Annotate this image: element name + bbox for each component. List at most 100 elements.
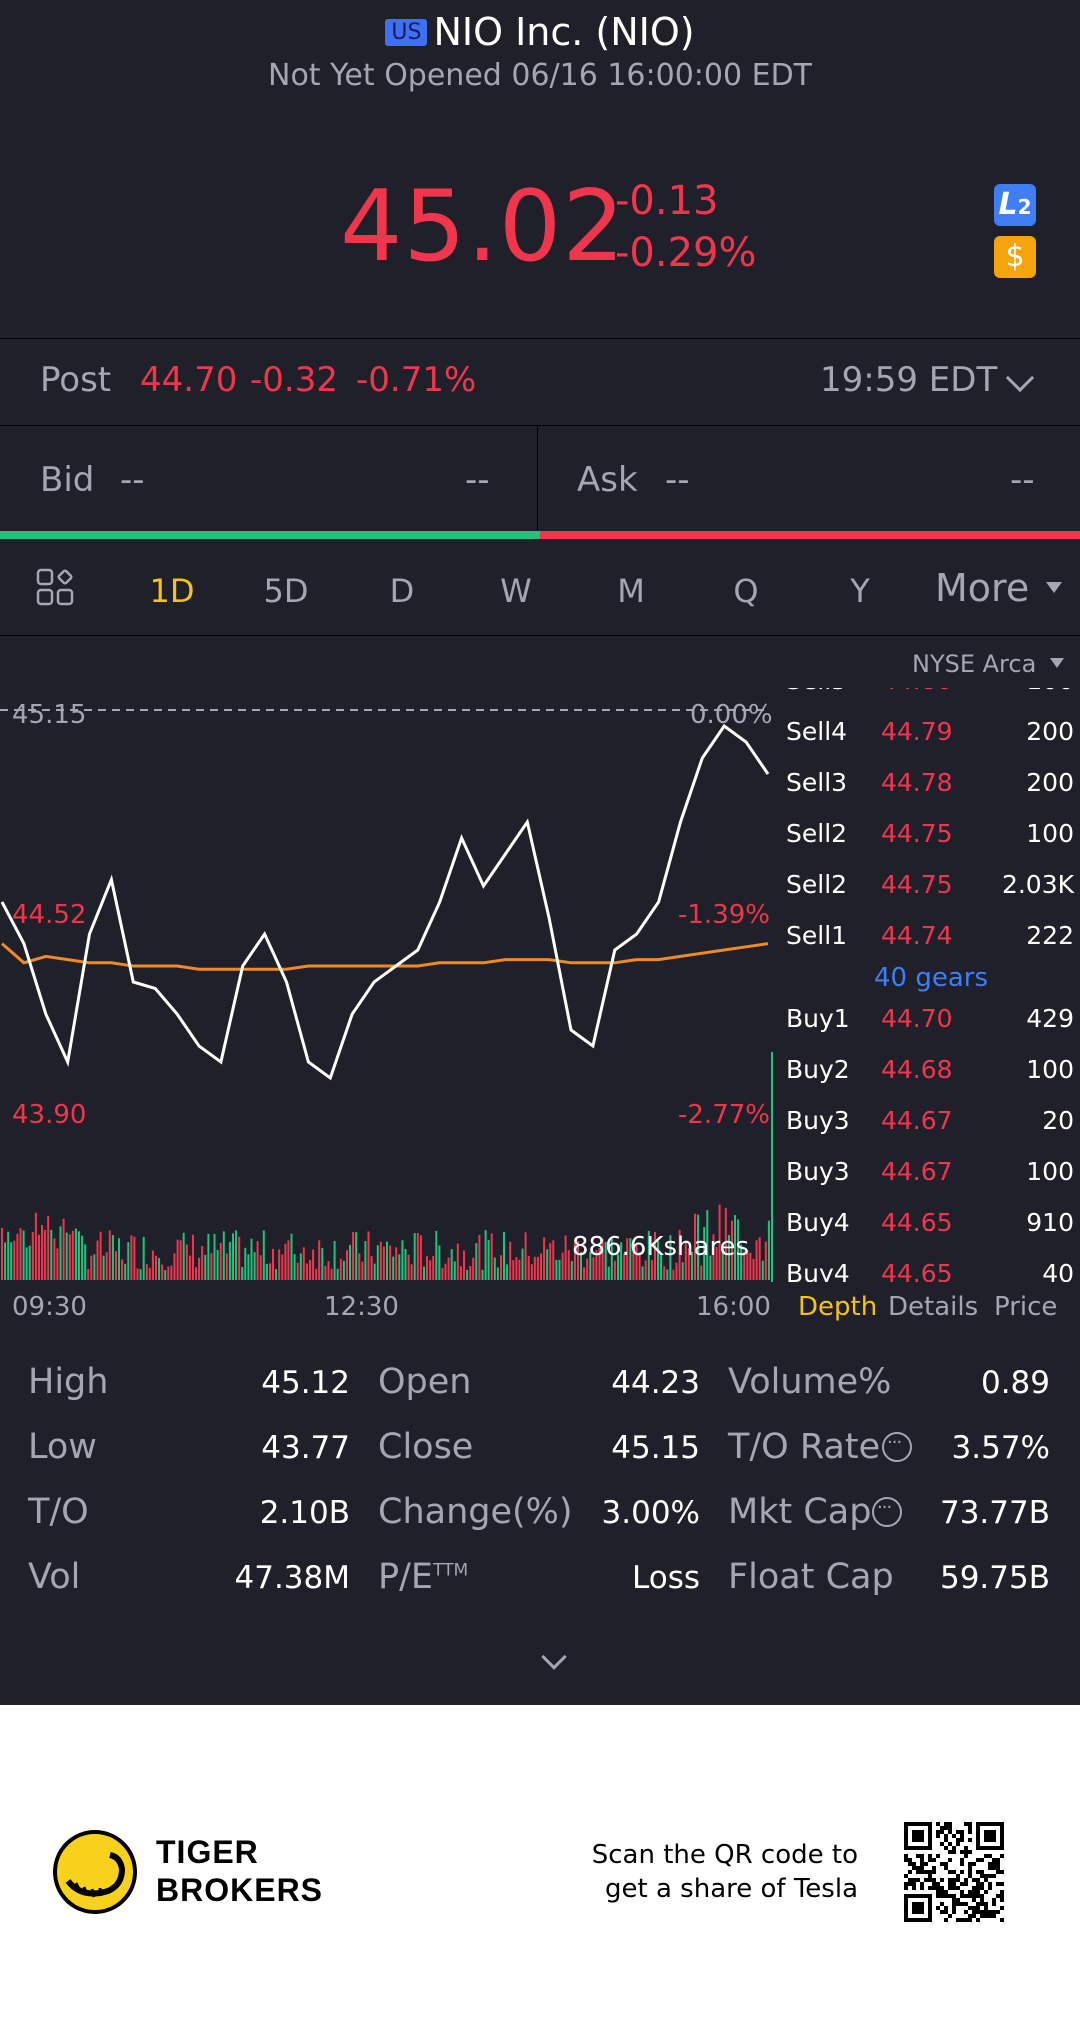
- stat-torate: 3.57%: [951, 1430, 1050, 1466]
- qr-code-icon: [904, 1822, 1004, 1922]
- tab-week[interactable]: W: [500, 572, 532, 610]
- tab-1d[interactable]: 1D: [149, 572, 195, 610]
- buy-price: 44.67: [881, 1106, 953, 1135]
- volume-bar: [459, 1266, 462, 1280]
- volume-bar: [644, 1260, 647, 1280]
- volume-bar: [124, 1263, 127, 1280]
- volume-bar: [358, 1253, 361, 1280]
- volume-bar: [19, 1228, 22, 1280]
- dollar-icon[interactable]: $: [994, 236, 1036, 278]
- sell-side: Sell3: [786, 768, 848, 797]
- post-time[interactable]: 19:59 EDT: [820, 360, 998, 400]
- tab-5d[interactable]: 5D: [263, 572, 309, 610]
- sell-size: 100: [1026, 819, 1074, 848]
- stock-title: US NIO Inc. (NIO): [0, 10, 1080, 54]
- volume-bar: [333, 1240, 336, 1280]
- volume-bar: [38, 1234, 40, 1280]
- buy-side: Buy4: [786, 1259, 850, 1282]
- volume-bar: [724, 1207, 727, 1280]
- info-icon[interactable]: [882, 1432, 912, 1462]
- sell-price: 44.79: [881, 717, 953, 746]
- tab-price[interactable]: Price: [994, 1292, 1058, 1322]
- grid-layout-icon[interactable]: [36, 568, 76, 608]
- tab-day[interactable]: D: [389, 572, 415, 610]
- volume-bar: [179, 1240, 182, 1280]
- stat-high: 45.12: [261, 1365, 350, 1401]
- x-tick-open: 09:30: [12, 1292, 87, 1322]
- info-icon[interactable]: [872, 1497, 902, 1527]
- volume-bar: [207, 1233, 210, 1280]
- stat-change: 3.00%: [601, 1495, 700, 1531]
- y-pct-tick-low: -2.77%: [678, 1100, 770, 1130]
- volume-bar: [47, 1215, 50, 1280]
- volume-bar: [148, 1267, 151, 1280]
- buy-price: 44.65: [881, 1208, 953, 1237]
- intraday-chart[interactable]: [0, 690, 775, 1290]
- sell-row: Sell2 44.75 2.03K: [786, 870, 1076, 921]
- volume-bar: [567, 1250, 570, 1280]
- volume-bar: [660, 1254, 663, 1280]
- buy-row: Buy1 44.70 429: [786, 1004, 1076, 1055]
- volume-bar: [573, 1242, 576, 1280]
- volume-bar: [509, 1241, 512, 1280]
- volume-bar: [108, 1230, 111, 1280]
- volume-bar: [225, 1253, 228, 1280]
- volume-bar: [694, 1213, 696, 1280]
- buy-row: Buy4 44.65 910: [786, 1208, 1076, 1259]
- volume-bar: [687, 1248, 690, 1280]
- order-book[interactable]: Sell544.80100Sell444.79200Sell344.78200S…: [786, 688, 1080, 1282]
- volume-bar: [201, 1246, 204, 1280]
- volume-bar: [561, 1252, 564, 1280]
- volume-bar: [118, 1238, 120, 1280]
- volume-bar: [552, 1240, 555, 1280]
- ask-size: --: [1010, 460, 1035, 500]
- caret-down-icon[interactable]: [1050, 658, 1064, 668]
- tab-month[interactable]: M: [617, 572, 645, 610]
- depth-gears-label[interactable]: 40 gears: [873, 963, 989, 993]
- sell-row: Sell2 44.75 100: [786, 819, 1076, 870]
- volume-bar: [429, 1260, 432, 1280]
- caret-down-icon[interactable]: [1046, 582, 1062, 593]
- volume-bar: [490, 1233, 493, 1280]
- level2-icon[interactable]: L2: [994, 184, 1036, 226]
- tab-year[interactable]: Y: [850, 572, 870, 610]
- bid-size: --: [465, 460, 490, 500]
- volume-bar: [244, 1247, 247, 1280]
- volume-bar: [256, 1241, 259, 1280]
- app-screen: [0, 0, 1080, 1705]
- tab-depth[interactable]: Depth: [798, 1292, 878, 1322]
- volume-bar: [441, 1267, 444, 1280]
- volume-bar: [259, 1255, 262, 1280]
- volume-bar: [438, 1245, 441, 1280]
- volume-bar: [577, 1240, 579, 1280]
- stat-to: 2.10B: [259, 1495, 350, 1531]
- volume-bar: [278, 1249, 281, 1280]
- volume-bar: [367, 1231, 370, 1280]
- sell-row: Sell5 44.80 100: [786, 688, 1076, 717]
- volume-bar: [370, 1255, 373, 1280]
- volume-bar: [87, 1269, 90, 1280]
- volume-bar: [447, 1257, 450, 1280]
- sell-size: 2.03K: [1001, 870, 1074, 899]
- tab-quarter[interactable]: Q: [733, 572, 759, 610]
- volume-bar: [145, 1264, 148, 1280]
- volume-bar: [734, 1215, 736, 1280]
- volume-bar: [700, 1265, 703, 1280]
- tab-more[interactable]: More: [935, 566, 1030, 610]
- bid-value: --: [120, 460, 145, 500]
- last-price: 45.02: [340, 170, 626, 284]
- tab-details[interactable]: Details: [888, 1292, 979, 1322]
- exchange-selector[interactable]: NYSE Arca: [912, 650, 1037, 678]
- volume-bar: [188, 1255, 191, 1280]
- volume-bars: [1, 1204, 770, 1280]
- volume-bar: [389, 1245, 392, 1280]
- volume-bar: [564, 1235, 567, 1280]
- volume-bar: [330, 1268, 333, 1280]
- volume-bar: [678, 1230, 681, 1280]
- market-badge: US: [385, 19, 428, 46]
- volume-bar: [41, 1225, 43, 1280]
- buy-size: 100: [1026, 1055, 1074, 1084]
- stat-floatcap: 59.75B: [939, 1560, 1050, 1596]
- volume-bar: [170, 1265, 173, 1280]
- volume-bar: [376, 1245, 379, 1280]
